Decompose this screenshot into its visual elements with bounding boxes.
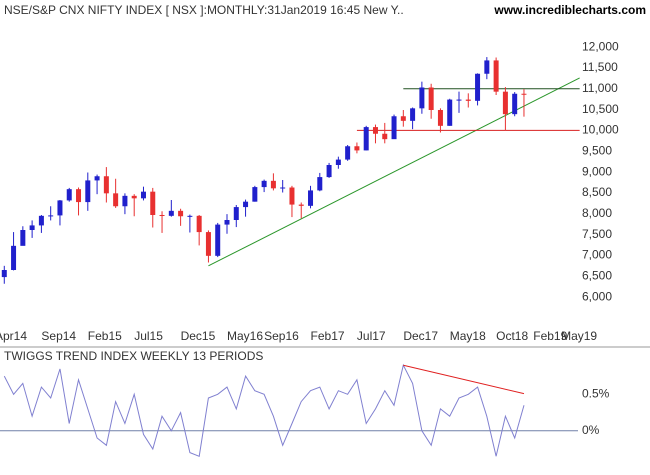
candle-body bbox=[187, 215, 193, 217]
candle-body bbox=[465, 99, 471, 101]
candle-body bbox=[76, 189, 82, 203]
candle-body bbox=[437, 110, 443, 126]
candle-body bbox=[363, 127, 369, 151]
y-tick-label: 12,000 bbox=[582, 39, 619, 53]
candle-body bbox=[270, 180, 276, 189]
candle-body bbox=[48, 215, 54, 217]
candle-body bbox=[493, 60, 499, 92]
x-tick-label: Jul15 bbox=[134, 329, 163, 343]
x-tick-label: Feb19 bbox=[533, 329, 567, 343]
indicator-line bbox=[3, 363, 525, 457]
candle-body bbox=[502, 91, 508, 115]
x-tick-label: Dec15 bbox=[181, 329, 216, 343]
candle-body bbox=[428, 87, 434, 110]
y-tick-label: 10,500 bbox=[582, 102, 619, 116]
candle-body bbox=[178, 210, 184, 217]
candle-body bbox=[205, 232, 211, 256]
candle-body bbox=[94, 176, 100, 181]
y-tick-label: 9,500 bbox=[582, 143, 612, 157]
x-tick-label: Jul17 bbox=[357, 329, 386, 343]
y-tick-label: 7,500 bbox=[582, 227, 612, 241]
candle-body bbox=[20, 230, 26, 246]
x-tick-label: Sep14 bbox=[41, 329, 76, 343]
candle-body bbox=[400, 116, 406, 121]
candle-body bbox=[280, 187, 286, 189]
candle-body bbox=[410, 108, 416, 121]
trend-line bbox=[208, 77, 580, 267]
candle-body bbox=[66, 189, 72, 201]
candle-body bbox=[224, 220, 230, 225]
trend-line bbox=[403, 364, 525, 395]
chart-title: NSE/S&P CNX NIFTY INDEX [ NSX ]:MONTHLY:… bbox=[4, 3, 404, 17]
candle-body bbox=[103, 176, 109, 194]
candle-body bbox=[57, 200, 63, 216]
candle-body bbox=[150, 191, 156, 215]
candle-body bbox=[372, 127, 378, 134]
y-tick-label: 11,500 bbox=[582, 60, 618, 74]
y-tick-label: 9,000 bbox=[582, 164, 612, 178]
candle-body bbox=[484, 60, 490, 74]
candle-body bbox=[11, 245, 17, 270]
y-tick-label: 0.5% bbox=[582, 387, 610, 401]
y-tick-label: 7,000 bbox=[582, 248, 612, 262]
candle-body bbox=[159, 215, 165, 216]
x-tick-label: Dec17 bbox=[403, 329, 438, 343]
candle-body bbox=[335, 159, 341, 165]
candle-body bbox=[233, 207, 239, 220]
x-tick-label: Feb17 bbox=[311, 329, 345, 343]
candle-body bbox=[85, 180, 91, 203]
candle-body bbox=[298, 204, 304, 206]
candle-body bbox=[419, 87, 425, 109]
x-tick-label: May16 bbox=[227, 329, 263, 343]
candle-body bbox=[29, 225, 35, 230]
y-tick-label: 10,000 bbox=[582, 123, 619, 137]
candle-body bbox=[168, 210, 174, 216]
candle-body bbox=[122, 195, 128, 207]
candle-body bbox=[308, 190, 314, 206]
candle-body bbox=[317, 177, 323, 191]
candle-body bbox=[475, 73, 481, 101]
candle-body bbox=[521, 93, 527, 95]
candle-body bbox=[512, 93, 518, 115]
y-tick-label: 6,500 bbox=[582, 268, 612, 282]
candle-body bbox=[261, 180, 267, 188]
candle-body bbox=[391, 116, 397, 140]
candle-body bbox=[38, 215, 44, 226]
candle-body bbox=[345, 146, 351, 160]
x-tick-label: May18 bbox=[450, 329, 486, 343]
candle-body bbox=[140, 191, 146, 199]
candle-body bbox=[215, 224, 221, 256]
y-tick-label: 8,500 bbox=[582, 185, 612, 199]
x-tick-label: Apr14 bbox=[0, 329, 27, 343]
candle-body bbox=[1, 270, 7, 278]
candle-body bbox=[131, 195, 137, 199]
candle-body bbox=[113, 193, 119, 207]
y-tick-label: 11,000 bbox=[582, 81, 618, 95]
candle-body bbox=[252, 187, 258, 202]
x-tick-label: Sep16 bbox=[264, 329, 299, 343]
x-tick-label: Feb15 bbox=[88, 329, 122, 343]
candle-body bbox=[289, 187, 295, 205]
candle-body bbox=[243, 201, 249, 208]
candle-body bbox=[196, 215, 202, 233]
x-tick-label: May19 bbox=[561, 329, 597, 343]
y-tick-label: 6,000 bbox=[582, 289, 612, 303]
x-tick-label: Oct18 bbox=[496, 329, 528, 343]
candle-body bbox=[326, 165, 332, 178]
indicator-title: TWIGGS TREND INDEX WEEKLY 13 PERIODS bbox=[4, 349, 263, 363]
candle-body bbox=[456, 99, 462, 101]
y-tick-label: 8,000 bbox=[582, 206, 612, 220]
candle-body bbox=[354, 146, 360, 151]
source: www.incrediblecharts.com bbox=[493, 3, 646, 17]
candle-body bbox=[382, 133, 388, 140]
candle-body bbox=[447, 99, 453, 126]
y-tick-label: 0% bbox=[582, 423, 600, 437]
